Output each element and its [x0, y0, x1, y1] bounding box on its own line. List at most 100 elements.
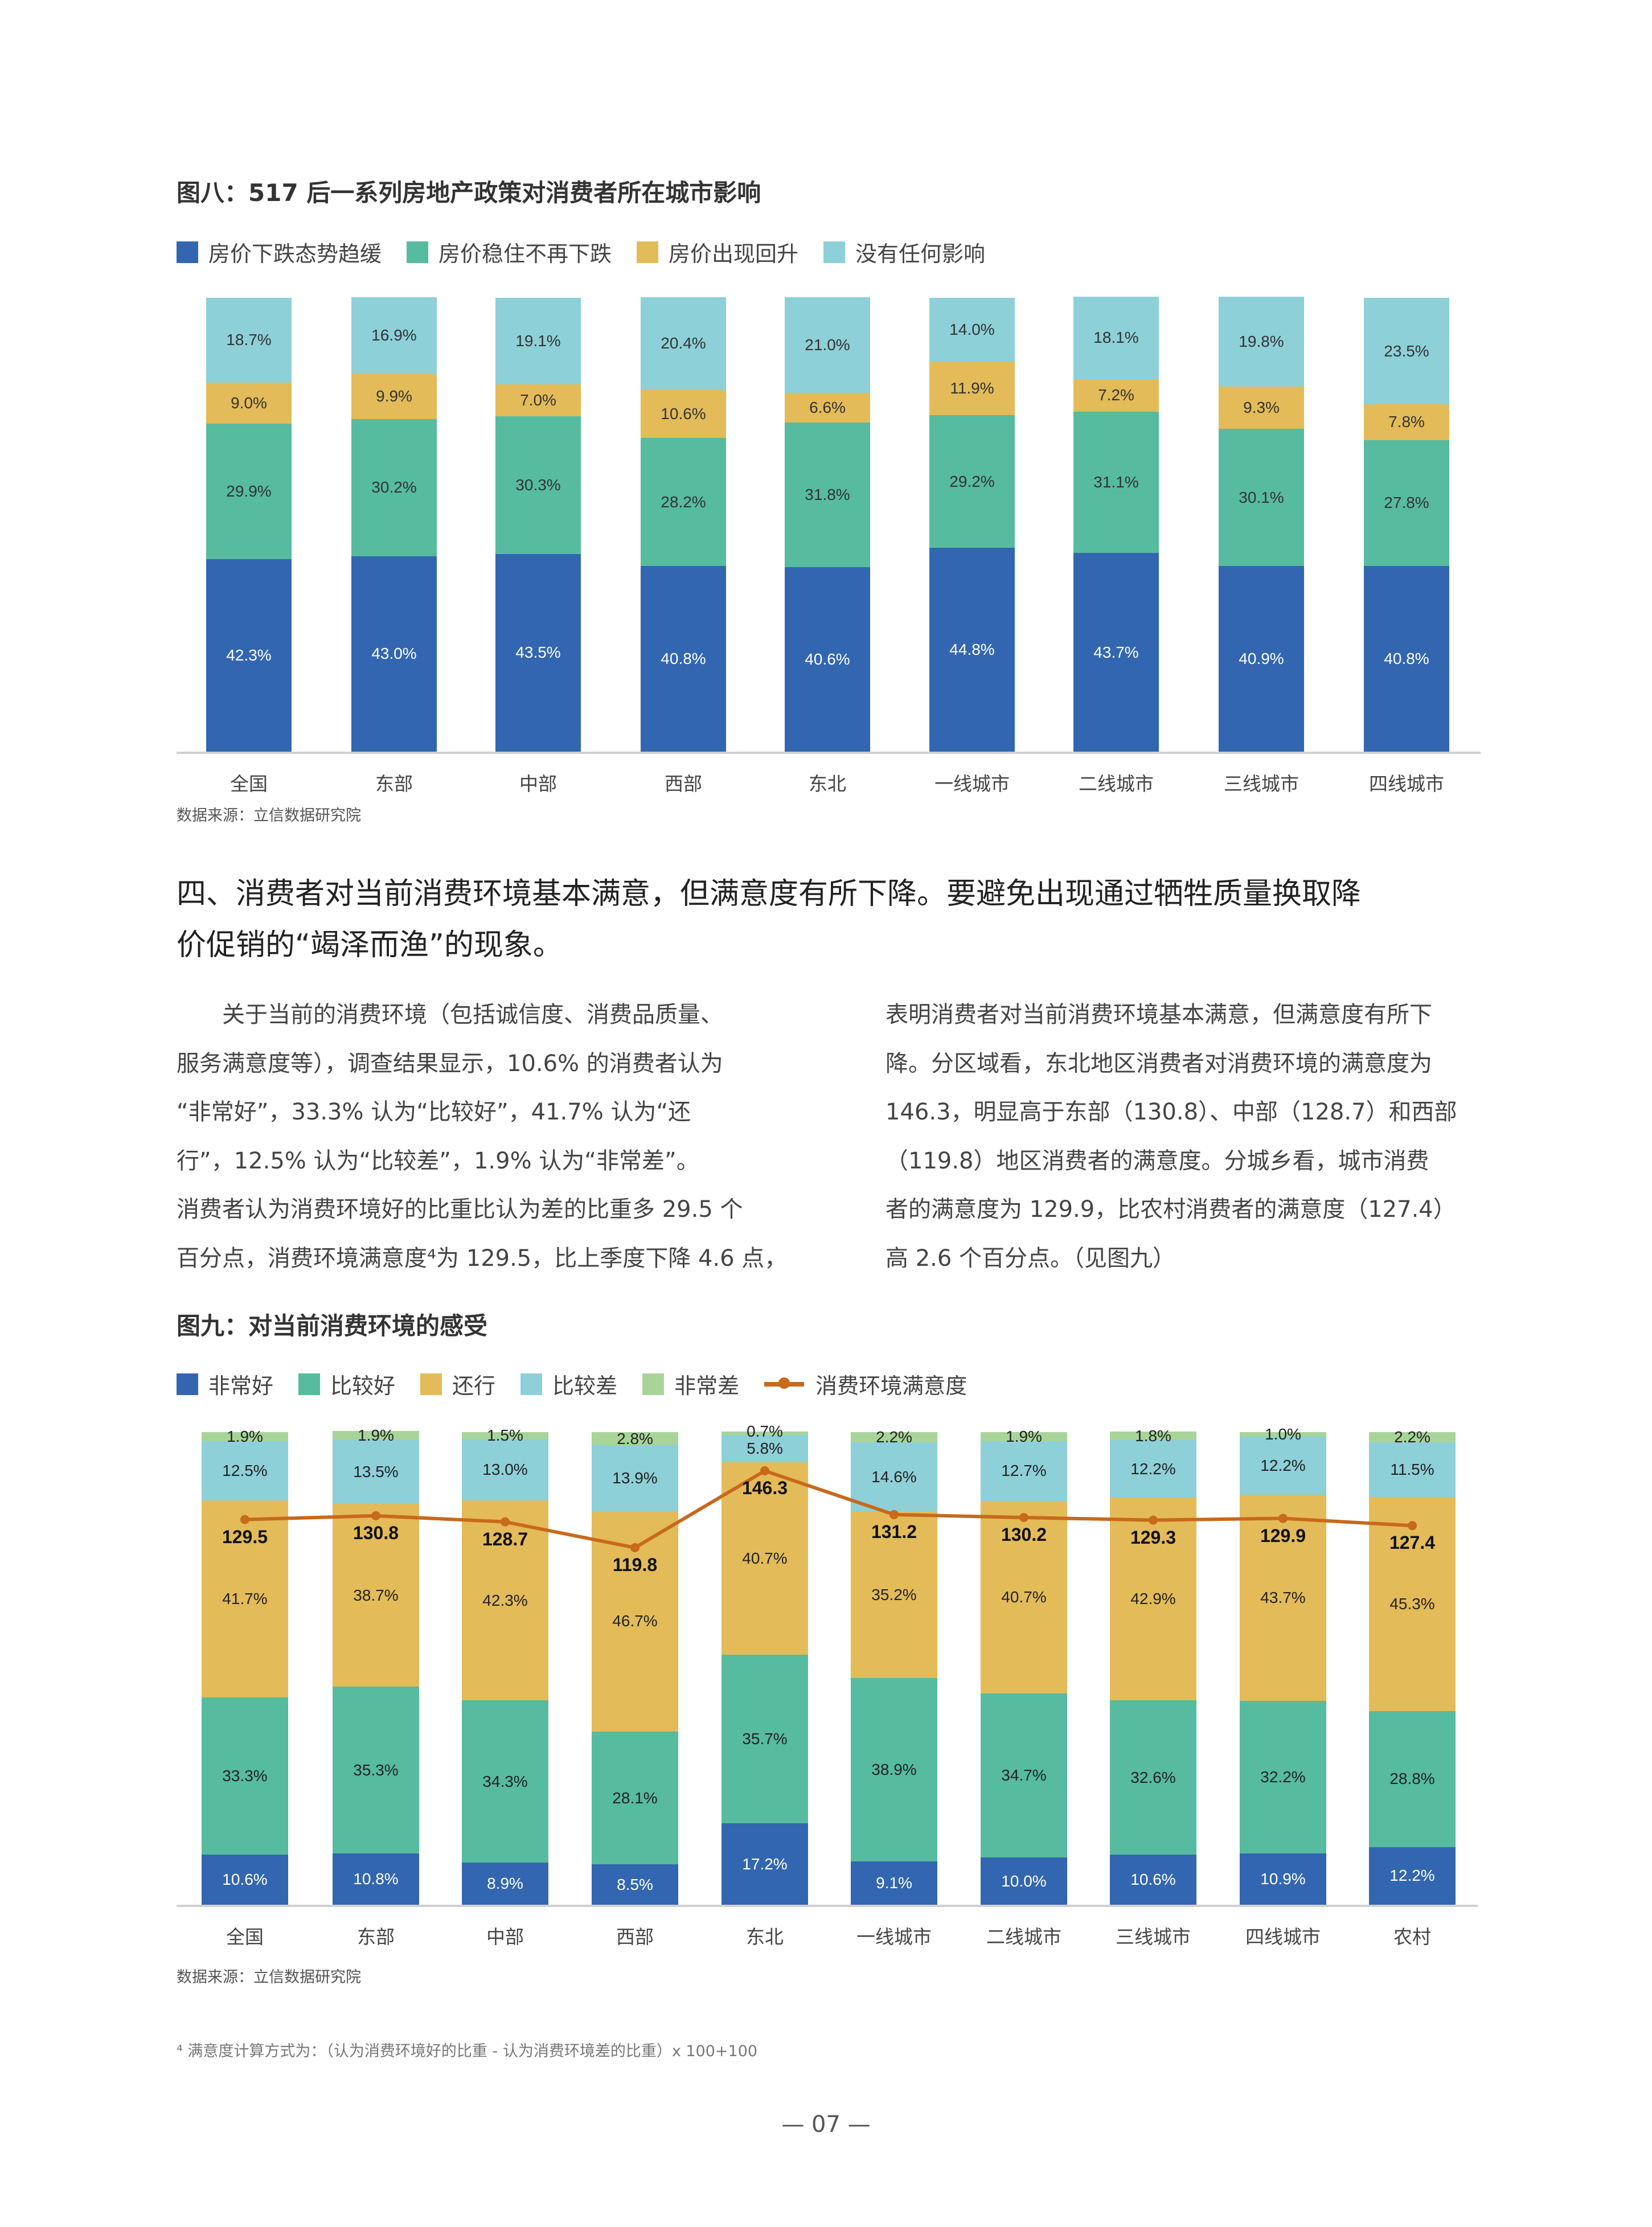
bar-segment [641, 389, 726, 438]
data-label: 18.7% [226, 331, 272, 349]
legend-item: 没有任何影响 [823, 236, 985, 268]
page-number: — 07 — [781, 2111, 871, 2138]
data-label: 45.3% [1389, 1594, 1435, 1613]
data-label: 2.8% [617, 1429, 653, 1447]
satisfaction-line [244, 1469, 1413, 1550]
paragraph-line: 服务满意度等），调查结果显示，10.6% 的消费者认为 [177, 1050, 723, 1077]
bar-segment [1369, 1432, 1456, 1443]
bar-segment [641, 566, 726, 752]
footnote: ⁴ 满意度计算方式为：（认为消费环境好的比重 - 认为消费环境差的比重）x 10… [177, 2043, 758, 2060]
bar-segment [785, 423, 870, 567]
bar-segment [462, 1700, 548, 1863]
bar-segment [1240, 1494, 1326, 1701]
data-label: 32.6% [1130, 1768, 1176, 1786]
bar-segment [1073, 412, 1159, 553]
legend-item: 非常差 [642, 1368, 739, 1400]
paragraph-line: （119.8）地区消费者的满意度。分城乡看，城市消费 [886, 1147, 1429, 1174]
bar-segment [785, 567, 870, 752]
data-label: 9.0% [231, 393, 267, 412]
paragraph-line: 关于当前的消费环境（包括诚信度、消费品质量、 [177, 1002, 723, 1028]
bar-segment [592, 1864, 678, 1905]
paragraph-left: 关于当前的消费环境（包括诚信度、消费品质量、 服务满意度等），调查结果显示，10.… [177, 991, 787, 1283]
data-label: 44.8% [949, 641, 995, 659]
legend-item: 房价下跌态势趋缓 [177, 236, 382, 268]
data-label: 12.7% [1001, 1462, 1047, 1480]
data-label: 29.2% [949, 472, 995, 490]
heading-line-1: 四、消费者对当前消费环境基本满意，但满意度有所下降。要避免出现通过牺牲质量换取降 [177, 877, 1362, 911]
data-label: 1.0% [1265, 1425, 1301, 1443]
legend-label: 房价下跌态势趋缓 [208, 241, 382, 266]
bar-segment [722, 1654, 808, 1824]
bar-segment [333, 1431, 419, 1441]
satisfaction-value-label: 146.3 [741, 1478, 788, 1498]
satisfaction-value-label: 130.8 [352, 1522, 399, 1543]
bar-segment [1219, 565, 1304, 752]
bar-segment [1364, 404, 1449, 440]
bar-segment [206, 423, 292, 560]
paragraph-line: “非常好”，33.3% 认为“比较好”，41.7% 认为“还 [177, 1099, 691, 1125]
data-label: 35.2% [871, 1585, 917, 1603]
data-label: 30.1% [1239, 488, 1284, 506]
bar-segment [1369, 1496, 1456, 1711]
data-label: 42.9% [1130, 1590, 1176, 1608]
satisfaction-point [1019, 1513, 1028, 1523]
satisfaction-value-label: 131.2 [871, 1521, 917, 1542]
bar-segment [722, 1432, 808, 1435]
data-label: 1.5% [487, 1426, 523, 1445]
bar-segment [1073, 379, 1159, 412]
paragraph-right: 表明消费者对当前消费环境基本满意，但满意度有所下 降。分区域看，东北地区消费者对消… [886, 991, 1489, 1283]
data-label: 8.9% [487, 1875, 523, 1893]
data-label: 14.6% [871, 1467, 917, 1486]
data-label: 42.3% [226, 646, 272, 665]
bar-segment [722, 1462, 808, 1655]
bar-segment [351, 374, 437, 419]
data-label: 9.9% [376, 387, 412, 405]
bar-segment [1364, 297, 1449, 405]
x-axis-tick-label: 中部 [486, 1926, 524, 1948]
bar-segment [1219, 429, 1304, 566]
bar-segment [495, 384, 581, 417]
satisfaction-point [760, 1466, 769, 1475]
bar-segment [1219, 387, 1304, 429]
legend-label: 还行 [452, 1373, 496, 1398]
x-axis-tick-label: 东北 [746, 1926, 784, 1948]
bar-segment [333, 1440, 419, 1504]
data-label: 5.8% [747, 1439, 783, 1458]
bar-segment [206, 559, 292, 752]
bar-segment [851, 1678, 937, 1862]
data-label: 43.5% [515, 643, 561, 662]
data-label: 34.3% [482, 1772, 528, 1790]
data-label: 16.9% [371, 326, 417, 344]
bar-segment [929, 297, 1015, 362]
data-label: 17.2% [742, 1855, 788, 1873]
legend-item: 比较好 [298, 1368, 395, 1400]
bar-segment [641, 297, 726, 390]
data-label: 46.7% [612, 1612, 658, 1630]
data-label: 12.2% [1130, 1459, 1176, 1478]
data-label: 1.9% [1006, 1427, 1042, 1445]
bar-segment [333, 1853, 419, 1905]
bar-segment [929, 548, 1015, 752]
bar-segment [1110, 1855, 1196, 1905]
data-label: 38.7% [353, 1586, 399, 1604]
bar-segment [1073, 553, 1159, 752]
bar-segment [333, 1687, 419, 1854]
data-label: 28.8% [1389, 1770, 1435, 1788]
data-label: 29.9% [226, 482, 272, 501]
bar-segment [1073, 297, 1159, 379]
x-axis-tick-label: 四线城市 [1245, 1926, 1321, 1948]
legend-item: 消费环境满意度 [764, 1368, 967, 1400]
legend-swatch [177, 1373, 198, 1395]
data-label: 2.2% [876, 1428, 912, 1446]
bar-segment [1240, 1437, 1326, 1495]
bar-segment [462, 1432, 548, 1439]
legend-swatch [420, 1373, 442, 1395]
legend-label: 非常差 [674, 1373, 740, 1398]
bar-segment [351, 419, 437, 556]
satisfaction-value-label: 130.2 [1001, 1524, 1047, 1545]
data-label: 20.4% [661, 334, 706, 352]
data-label: 40.9% [1239, 649, 1284, 667]
paragraph-line: 行”，12.5% 认为“比较差”，1.9% 认为“非常差”。 [177, 1147, 699, 1174]
bar-segment [462, 1863, 548, 1905]
